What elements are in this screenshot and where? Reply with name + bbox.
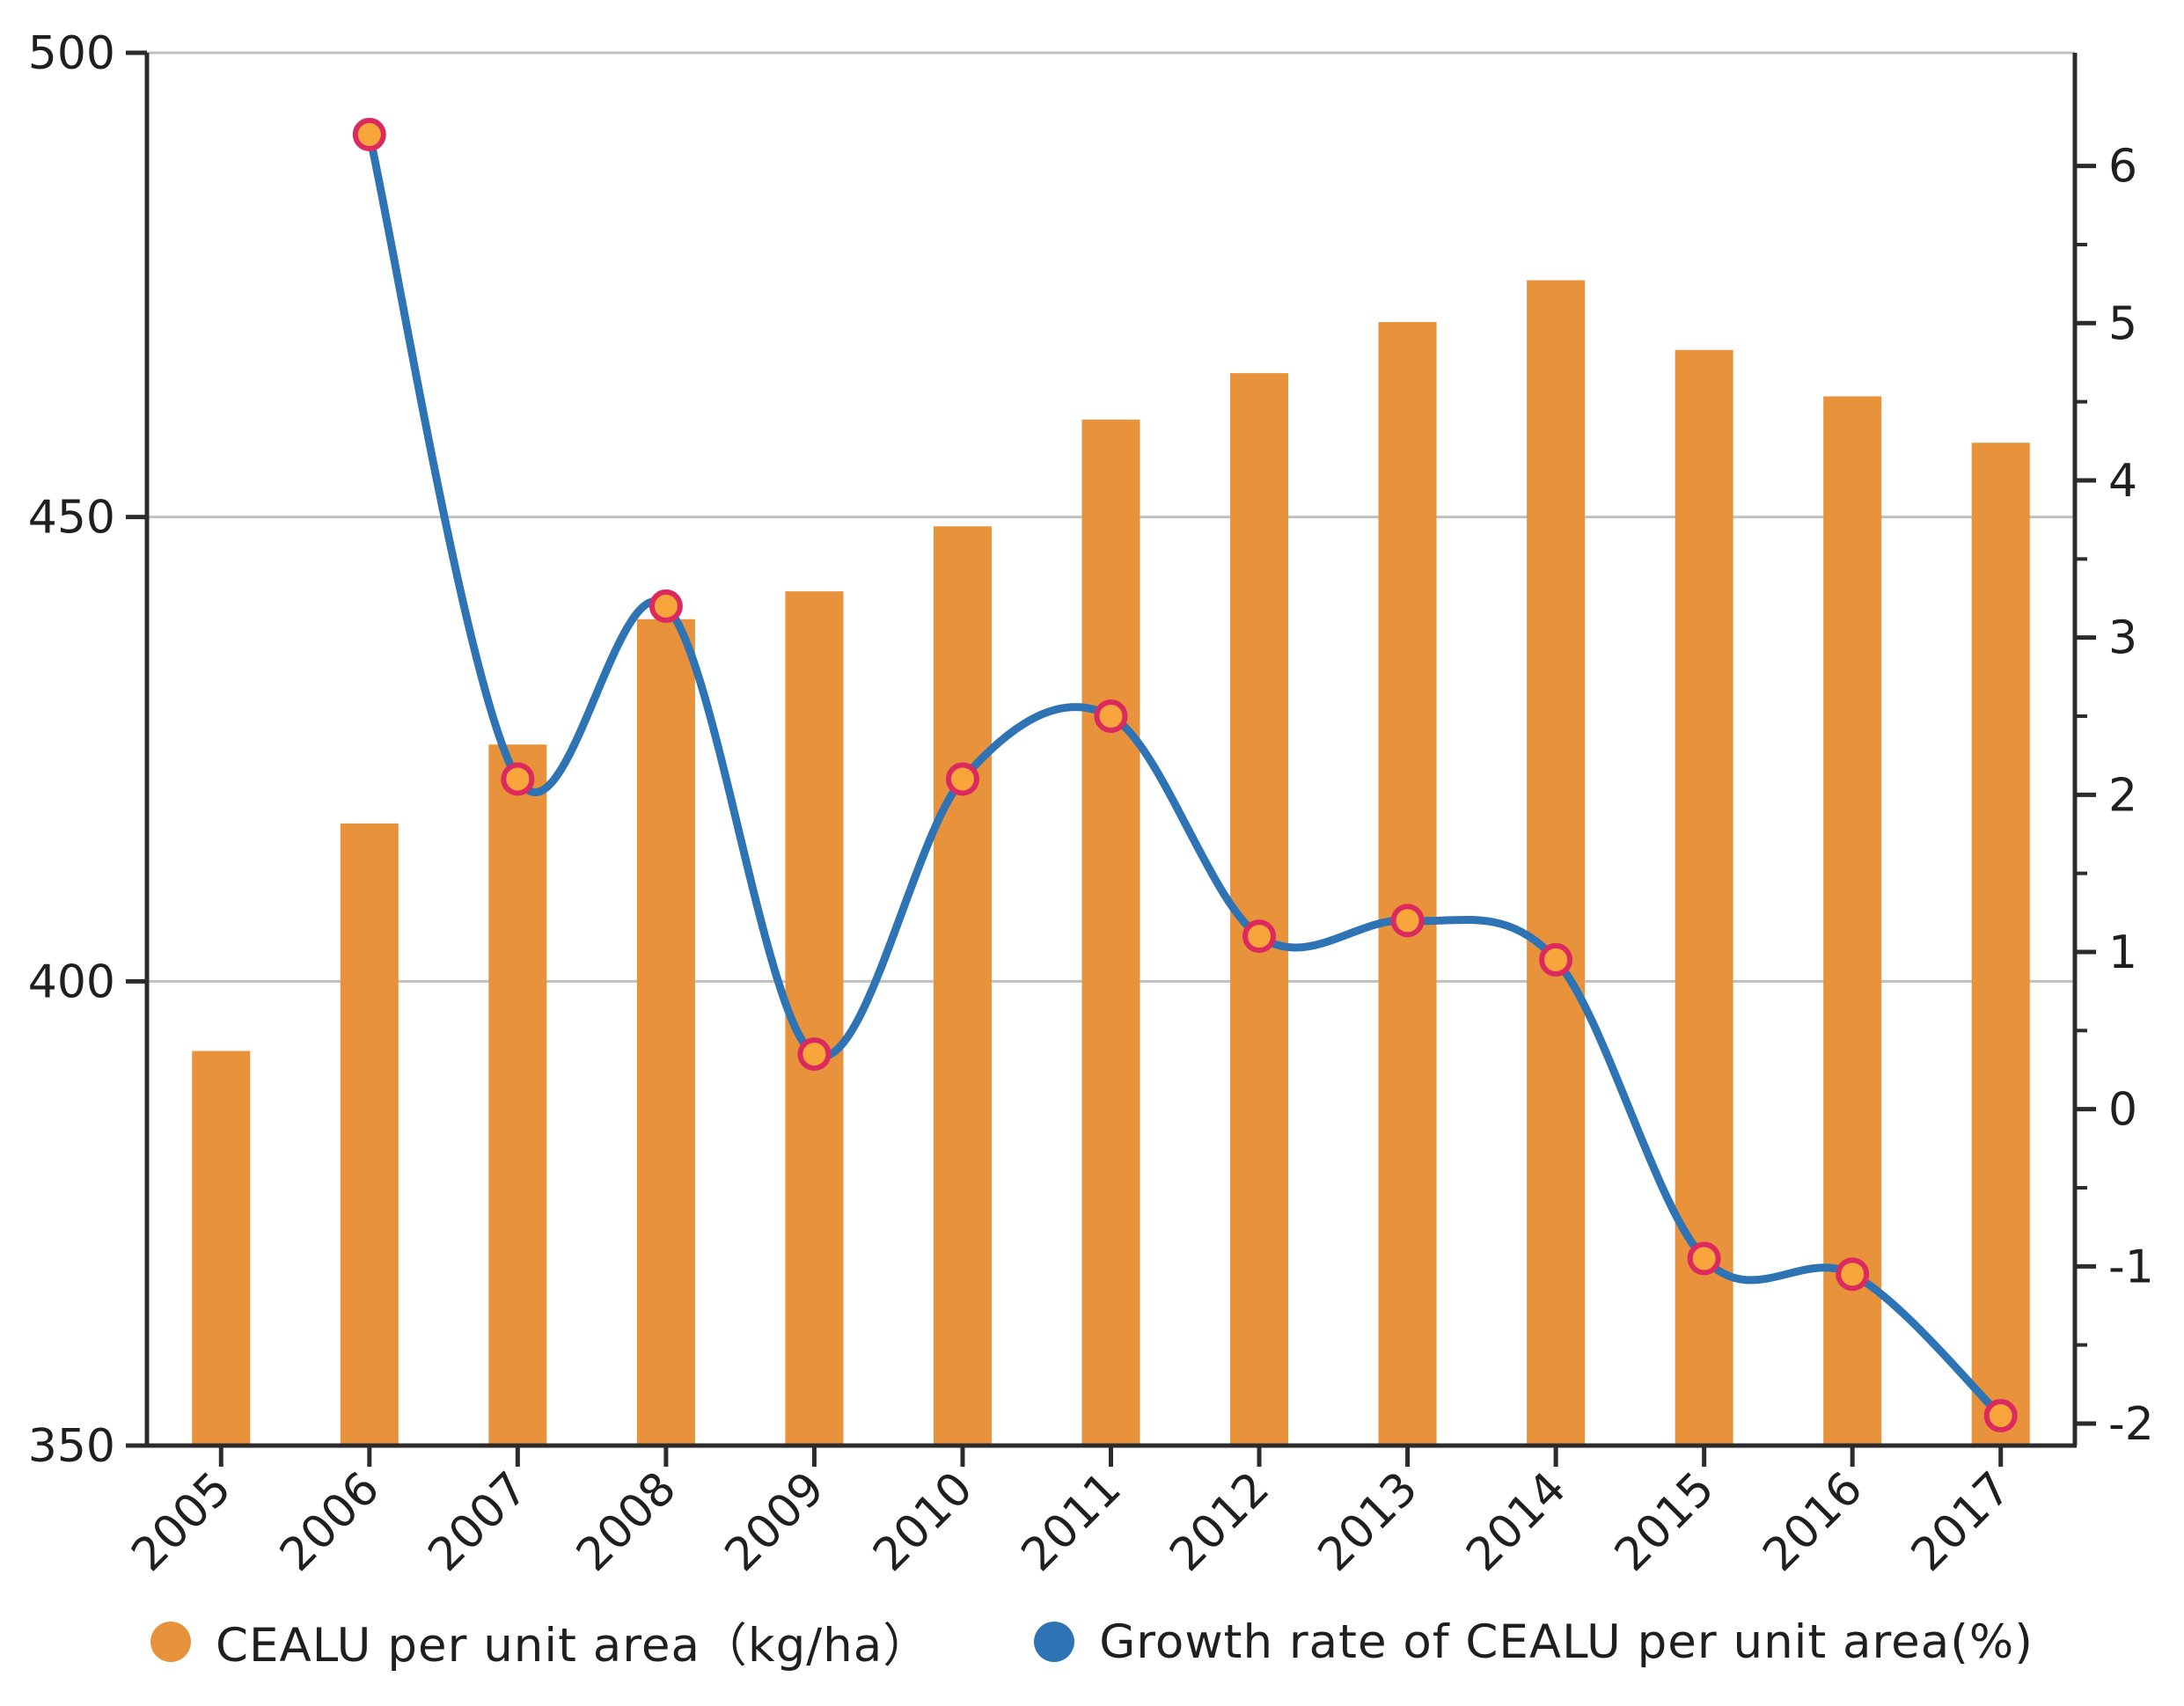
growth-rate-marker (797, 1037, 832, 1072)
x-axis-tick-label: 2014 (1456, 1462, 1576, 1582)
right-axis-tick-label: -2 (2108, 1398, 2154, 1451)
chart-legend: CEALU per unit area（kg/ha） Growth rate o… (0, 1608, 2184, 1675)
line-series-legend-dot-icon (1034, 1622, 1075, 1662)
growth-rate-marker (1242, 919, 1277, 954)
x-axis-tick-label: 2005 (121, 1462, 241, 1582)
legend-item-line-series: Growth rate of CEALU per unit area(%) (1034, 1615, 2034, 1669)
right-axis-tick-label: 1 (2108, 926, 2137, 979)
x-axis-tick-label: 2015 (1605, 1462, 1725, 1582)
growth-rate-marker (352, 117, 386, 151)
bar-2007 (488, 744, 547, 1446)
growth-rate-line (365, 130, 2005, 1420)
bar-2015 (1675, 349, 1733, 1446)
growth-rate-marker (945, 762, 979, 796)
growth-rate-marker (501, 762, 535, 796)
growth-rate-marker (1687, 1241, 1721, 1276)
bar-2013 (1378, 322, 1437, 1446)
left-axis-tick-label: 500 (28, 27, 115, 80)
legend-item-bar-series: CEALU per unit area（kg/ha） (150, 1608, 930, 1675)
growth-rate-marker (1390, 904, 1425, 938)
right-axis-tick-label: 3 (2108, 612, 2137, 665)
bar-2010 (933, 526, 992, 1446)
x-axis-tick-label: 2011 (1012, 1462, 1132, 1582)
x-axis-tick-label: 2008 (567, 1462, 686, 1582)
line-series-legend-label: Growth rate of CEALU per unit area(%) (1099, 1614, 2034, 1669)
growth-rate-marker (1094, 699, 1128, 733)
x-axis-tick-label: 2013 (1308, 1462, 1428, 1582)
x-axis-tick-label: 2009 (715, 1462, 835, 1582)
right-axis-tick-label: 6 (2108, 141, 2137, 194)
bar-series-legend-label: CEALU per unit area（kg/ha） (216, 1619, 931, 1673)
right-axis-tick-label: 5 (2108, 297, 2137, 350)
right-axis-tick-label: 4 (2108, 455, 2137, 508)
bar-2014 (1527, 280, 1586, 1446)
growth-rate-marker (649, 589, 683, 623)
left-axis-tick-label: 450 (28, 492, 115, 545)
growth-rate-marker (1836, 1257, 1870, 1292)
bar-2005 (192, 1051, 251, 1446)
bar-2011 (1081, 419, 1140, 1446)
growth-rate-marker (1539, 942, 1573, 977)
x-axis-tick-label: 2017 (1902, 1462, 2021, 1582)
right-axis-tick-label: 2 (2108, 769, 2137, 822)
x-axis-tick-label: 2006 (270, 1462, 390, 1582)
right-axis-tick-label: -1 (2108, 1241, 2154, 1293)
x-axis-tick-label: 2010 (863, 1462, 983, 1582)
bar-series-legend-dot-icon (150, 1622, 192, 1662)
bar-2012 (1230, 373, 1289, 1446)
x-axis-tick-label: 2007 (419, 1462, 539, 1582)
x-axis-tick-label: 2016 (1753, 1462, 1873, 1582)
right-axis-tick-label: 0 (2108, 1084, 2137, 1137)
growth-rate-marker (1983, 1399, 2018, 1433)
bar-2008 (636, 619, 695, 1446)
x-axis-tick-label: 2012 (1160, 1462, 1279, 1582)
bar-2017 (1971, 443, 2030, 1446)
left-axis-tick-label: 400 (28, 956, 115, 1008)
left-axis-tick-label: 350 (28, 1420, 115, 1473)
bar-2006 (340, 823, 399, 1446)
